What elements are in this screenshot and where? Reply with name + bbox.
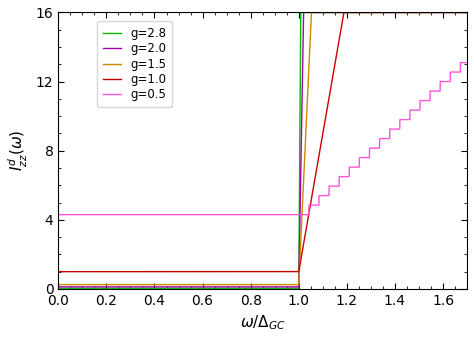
g=2.8	[55, 286, 61, 290]
Line: g=2.8: g=2.8	[58, 13, 467, 288]
g=2.0	[255, 285, 261, 289]
g=2.0	[464, 11, 470, 15]
g=1.5	[136, 283, 141, 287]
g=2.8	[464, 11, 470, 15]
g=1.5	[57, 283, 63, 287]
g=0.5	[443, 80, 448, 84]
g=2.0	[80, 285, 86, 289]
g=0.5	[80, 213, 86, 217]
Y-axis label: $I_{zz}^{d}(\omega)$: $I_{zz}^{d}(\omega)$	[7, 130, 30, 172]
g=1.5	[309, 11, 314, 15]
g=0.5	[457, 61, 463, 65]
g=2.8	[136, 286, 141, 290]
g=1.5	[464, 11, 470, 15]
g=1.5	[443, 11, 448, 15]
g=0.5	[464, 61, 470, 65]
g=2.0	[55, 285, 61, 289]
g=2.8	[298, 11, 303, 15]
g=2.0	[73, 285, 78, 289]
X-axis label: $\omega/\Delta_{GC}$: $\omega/\Delta_{GC}$	[239, 313, 286, 332]
g=0.5	[55, 213, 61, 217]
g=0.5	[255, 213, 261, 217]
g=1.0	[255, 270, 261, 274]
g=2.8	[80, 286, 86, 290]
Line: g=1.0: g=1.0	[58, 13, 467, 272]
g=2.8	[57, 286, 63, 290]
g=0.5	[73, 213, 78, 217]
g=1.0	[57, 270, 63, 274]
g=1.0	[443, 11, 448, 15]
g=1.5	[55, 283, 61, 287]
g=1.0	[73, 270, 78, 274]
g=1.0	[341, 11, 346, 15]
g=2.0	[443, 11, 448, 15]
g=2.8	[443, 11, 448, 15]
g=1.0	[136, 270, 141, 274]
g=1.0	[55, 270, 61, 274]
g=1.5	[73, 283, 78, 287]
Line: g=1.5: g=1.5	[58, 13, 467, 285]
g=2.8	[73, 286, 78, 290]
g=1.0	[80, 270, 86, 274]
Line: g=0.5: g=0.5	[58, 63, 467, 215]
g=0.5	[57, 213, 63, 217]
g=2.0	[136, 285, 141, 289]
g=1.5	[255, 283, 261, 287]
g=0.5	[136, 213, 141, 217]
g=1.0	[464, 11, 470, 15]
g=1.5	[80, 283, 86, 287]
Legend: g=2.8, g=2.0, g=1.5, g=1.0, g=0.5: g=2.8, g=2.0, g=1.5, g=1.0, g=0.5	[97, 21, 172, 107]
Line: g=2.0: g=2.0	[58, 13, 467, 287]
g=2.0	[57, 285, 63, 289]
g=2.0	[301, 11, 306, 15]
g=2.8	[255, 286, 261, 290]
